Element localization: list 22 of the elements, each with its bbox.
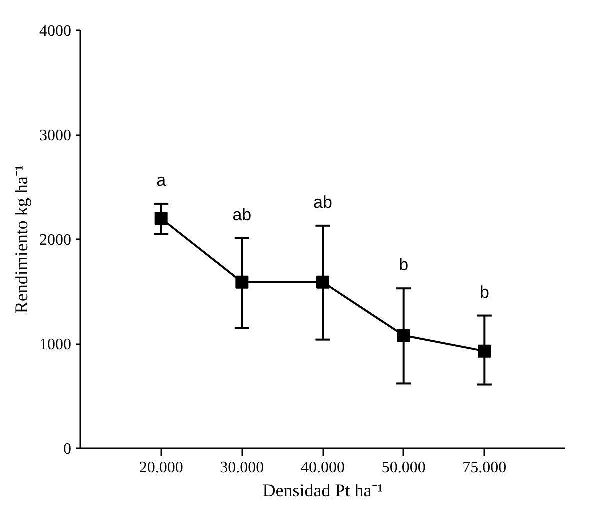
point bbox=[154, 212, 168, 226]
annotation: ab bbox=[232, 205, 252, 224]
annotation: a bbox=[156, 170, 167, 190]
x-tick-label: 30.000 bbox=[220, 460, 264, 476]
y-tick-label: 2000 bbox=[40, 232, 72, 249]
point bbox=[478, 344, 492, 358]
point bbox=[236, 276, 249, 289]
point bbox=[397, 329, 410, 342]
y-tick-label: 4000 bbox=[40, 23, 72, 40]
x-tick-label: 75.000 bbox=[462, 460, 507, 476]
y-axis-title: Rendimiento kg ha⁻¹ bbox=[12, 165, 32, 314]
y-tick-label: 1000 bbox=[40, 336, 72, 354]
annotation: b bbox=[480, 282, 490, 302]
y-tick-label: 3000 bbox=[40, 128, 72, 144]
annotation: ab bbox=[314, 192, 332, 212]
x-tick-label: 50.000 bbox=[382, 460, 426, 476]
point bbox=[316, 276, 330, 289]
x-axis-title: Densidad Pt ha⁻¹ bbox=[262, 480, 384, 500]
y-tick-label: 0 bbox=[64, 441, 72, 458]
annotation: b bbox=[399, 256, 409, 275]
x-tick-label: 20.000 bbox=[139, 460, 184, 476]
x-tick-label: 40.000 bbox=[301, 460, 345, 476]
